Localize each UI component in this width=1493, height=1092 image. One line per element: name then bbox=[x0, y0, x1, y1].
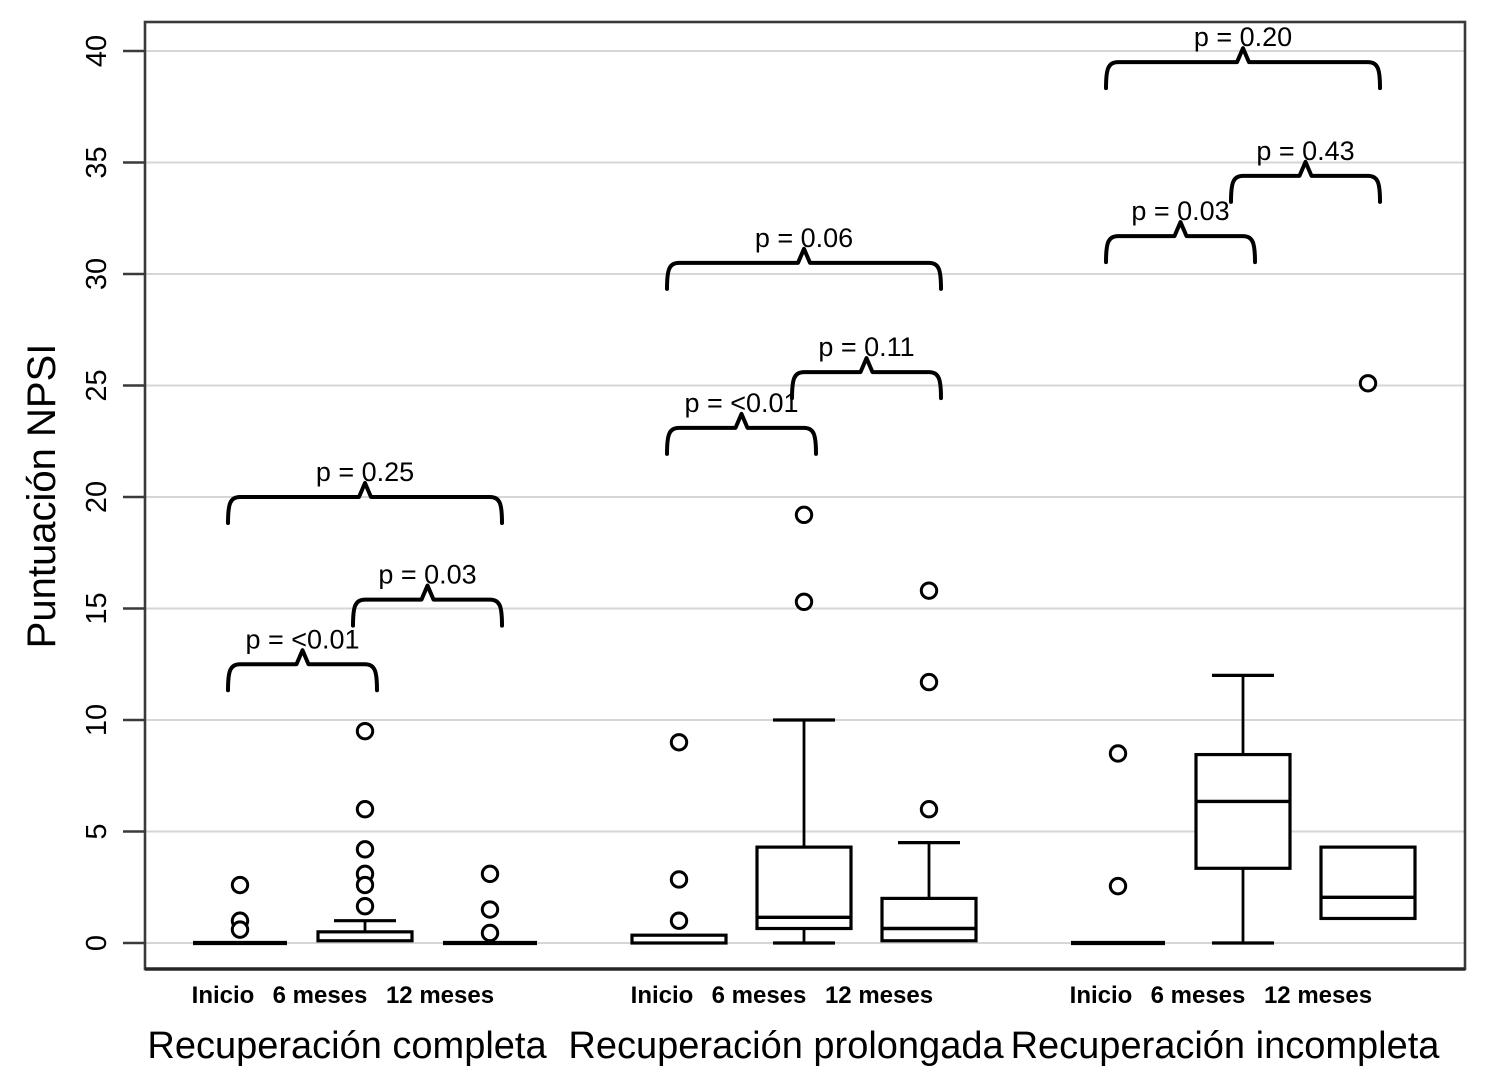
box-iqr bbox=[316, 930, 414, 943]
x-tick-label: Inicio bbox=[192, 982, 255, 1009]
p-value-label: p = 0.25 bbox=[316, 457, 414, 487]
y-tick-label: 5 bbox=[81, 823, 113, 839]
p-value-label: p = 0.11 bbox=[818, 332, 914, 362]
y-tick-label: 10 bbox=[81, 704, 113, 736]
x-tick-label: 6 meses bbox=[273, 982, 368, 1009]
x-tick-label: 12 meses bbox=[386, 982, 494, 1009]
box-iqr bbox=[1194, 752, 1292, 870]
p-value-label: p = 0.03 bbox=[378, 560, 476, 590]
p-value-label: p = <0.01 bbox=[245, 624, 359, 654]
outlier-point bbox=[355, 721, 375, 741]
outlier-point bbox=[669, 733, 689, 752]
p-value-label: p = 0.43 bbox=[1256, 136, 1354, 166]
outlier-point bbox=[230, 920, 250, 939]
y-tick-label: 25 bbox=[81, 369, 113, 401]
outlier-point bbox=[355, 897, 375, 916]
box-iqr bbox=[630, 933, 728, 945]
p-value-label: p = 0.06 bbox=[755, 223, 853, 253]
p-value-bracket bbox=[226, 648, 379, 693]
box-iqr bbox=[880, 896, 978, 943]
outlier-point bbox=[794, 592, 814, 612]
outlier-point bbox=[480, 923, 500, 943]
x-tick-label: 12 meses bbox=[1264, 982, 1372, 1009]
p-value-bracket bbox=[1229, 159, 1382, 204]
y-tick-label: 15 bbox=[81, 592, 113, 624]
outlier-point bbox=[1358, 374, 1378, 393]
outlier-point bbox=[355, 875, 375, 895]
outlier-point bbox=[669, 911, 689, 930]
group-label: Recuperación prolongada bbox=[568, 1025, 1004, 1067]
p-value-bracket bbox=[351, 583, 504, 628]
outlier-point bbox=[919, 672, 939, 692]
outlier-point bbox=[230, 875, 250, 895]
box-iqr bbox=[755, 845, 853, 931]
x-tick-label: Inicio bbox=[631, 982, 694, 1009]
group-label: Recuperación completa bbox=[147, 1025, 547, 1067]
p-value-label: p = 0.03 bbox=[1131, 196, 1229, 226]
x-tick-label: 6 meses bbox=[1151, 982, 1246, 1009]
outlier-point bbox=[1108, 744, 1128, 763]
box-iqr bbox=[1319, 845, 1417, 921]
y-tick-label: 40 bbox=[81, 35, 113, 67]
p-value-label: p = 0.20 bbox=[1194, 22, 1292, 52]
outlier-point bbox=[669, 870, 689, 889]
x-tick-label: 6 meses bbox=[712, 982, 807, 1009]
outlier-point bbox=[355, 800, 375, 819]
y-axis-title: Puntuación NPSI bbox=[20, 344, 64, 649]
p-value-bracket bbox=[1104, 220, 1257, 265]
outlier-point bbox=[1108, 876, 1128, 896]
outlier-point bbox=[480, 900, 500, 919]
p-value-bracket bbox=[1104, 46, 1382, 91]
y-tick-label: 35 bbox=[81, 146, 113, 178]
p-value-bracket bbox=[790, 356, 943, 401]
p-value-label: p = <0.01 bbox=[684, 388, 798, 418]
y-tick-label: 20 bbox=[81, 481, 113, 513]
group-label: Recuperación incompleta bbox=[1011, 1025, 1441, 1067]
x-tick-label: 12 meses bbox=[825, 982, 933, 1009]
p-value-bracket bbox=[226, 481, 504, 525]
x-tick-label: Inicio bbox=[1070, 982, 1133, 1009]
p-value-bracket bbox=[665, 246, 943, 291]
outlier-point bbox=[794, 505, 814, 525]
outlier-point bbox=[355, 840, 375, 859]
outlier-point bbox=[480, 864, 500, 884]
p-value-bracket bbox=[665, 411, 818, 456]
y-tick-label: 30 bbox=[81, 258, 113, 290]
outlier-point bbox=[919, 581, 939, 600]
outlier-point bbox=[919, 800, 939, 819]
y-tick-label: 0 bbox=[81, 935, 113, 951]
